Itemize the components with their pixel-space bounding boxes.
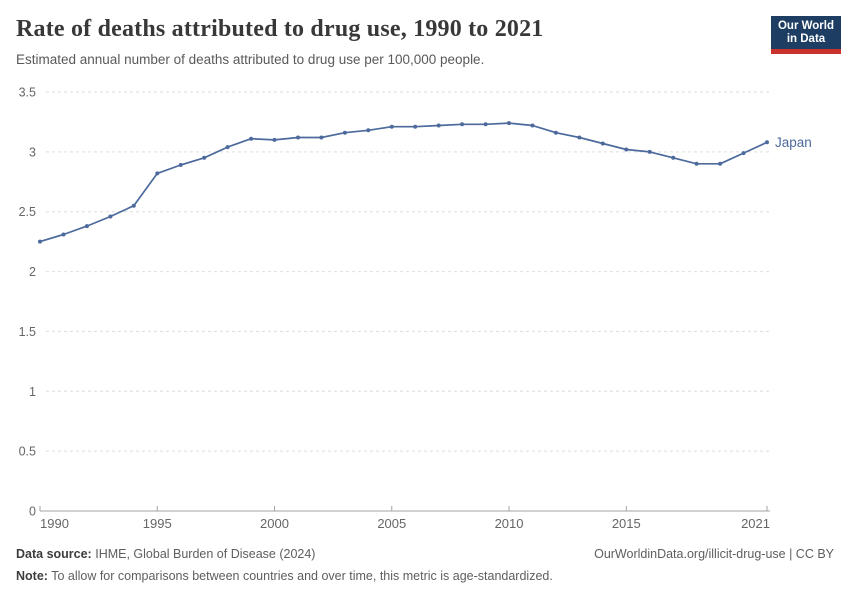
footer-source: Data source: IHME, Global Burden of Dise… xyxy=(16,547,315,562)
data-point xyxy=(671,155,676,160)
data-point xyxy=(553,130,558,135)
data-point xyxy=(178,163,183,167)
footer-note-row: Note: To allow for comparisons between c… xyxy=(16,569,834,584)
footer-attribution-link[interactable]: OurWorldinData.org/illicit-drug-use | CC… xyxy=(594,547,834,561)
page-subtitle: Estimated annual number of deaths attrib… xyxy=(16,52,485,67)
data-point xyxy=(741,151,746,156)
data-point xyxy=(342,130,347,135)
data-point xyxy=(483,122,488,127)
data-point xyxy=(38,239,42,244)
data-point xyxy=(718,161,723,166)
data-point xyxy=(765,140,769,145)
footer-source-label: Data source: xyxy=(16,547,92,561)
line-chart: 0 0.5 1 1.5 2 2.5 3 3.5 1990 1995 2000 2005 2010 2015… xyxy=(19,86,812,532)
x-tick-label: 2000 xyxy=(260,516,289,531)
data-point xyxy=(436,123,441,128)
y-tick-label: 3.5 xyxy=(19,86,36,100)
x-tick-label: 1990 xyxy=(40,516,69,531)
data-point xyxy=(647,149,652,154)
data-point xyxy=(577,135,582,140)
data-point xyxy=(61,232,66,237)
series-end-label: Japan xyxy=(775,135,812,150)
data-point xyxy=(319,135,324,140)
data-point xyxy=(155,171,160,176)
data-point xyxy=(108,214,113,219)
y-tick-label: 0 xyxy=(29,505,36,519)
x-tick-label: 2010 xyxy=(495,516,524,531)
data-point xyxy=(694,161,699,166)
data-point xyxy=(389,124,394,129)
data-point xyxy=(460,122,465,127)
owid-logo-line2: in Data xyxy=(786,33,826,45)
data-point xyxy=(366,128,371,133)
owid-logo-line1: Our World xyxy=(777,20,834,32)
y-tick-label: 0.5 xyxy=(19,445,36,459)
data-point xyxy=(131,203,136,208)
footer-note-text: To allow for comparisons between countri… xyxy=(51,569,553,583)
y-tick-label: 1.5 xyxy=(19,325,36,339)
x-tick-label: 2015 xyxy=(612,516,641,531)
footer-source-text: IHME, Global Burden of Disease (2024) xyxy=(95,547,316,561)
page-title: Rate of deaths attributed to drug use, 1… xyxy=(16,16,544,42)
y-tick-label: 3 xyxy=(29,145,36,159)
x-tick-label: 2005 xyxy=(377,516,406,531)
x-tick-label: 1995 xyxy=(143,516,172,531)
data-point xyxy=(272,137,277,142)
y-tick-label: 1 xyxy=(29,385,36,399)
data-point xyxy=(296,135,300,140)
data-point xyxy=(225,145,230,150)
data-point xyxy=(249,136,254,141)
y-tick-label: 2.5 xyxy=(19,205,36,219)
data-point xyxy=(600,141,605,146)
series-line-japan xyxy=(39,122,768,243)
data-point xyxy=(507,121,511,126)
data-point xyxy=(624,147,629,152)
footer-note-label: Note: xyxy=(16,569,48,583)
y-tick-label: 2 xyxy=(29,265,36,279)
data-point xyxy=(413,124,418,129)
footer-source-row: Data source: IHME, Global Burden of Dise… xyxy=(16,547,834,562)
x-tick-label: 2021 xyxy=(741,516,770,531)
data-point xyxy=(84,224,89,229)
owid-logo: Our World in Data xyxy=(771,16,841,54)
data-point xyxy=(530,123,535,128)
data-point xyxy=(202,155,207,160)
